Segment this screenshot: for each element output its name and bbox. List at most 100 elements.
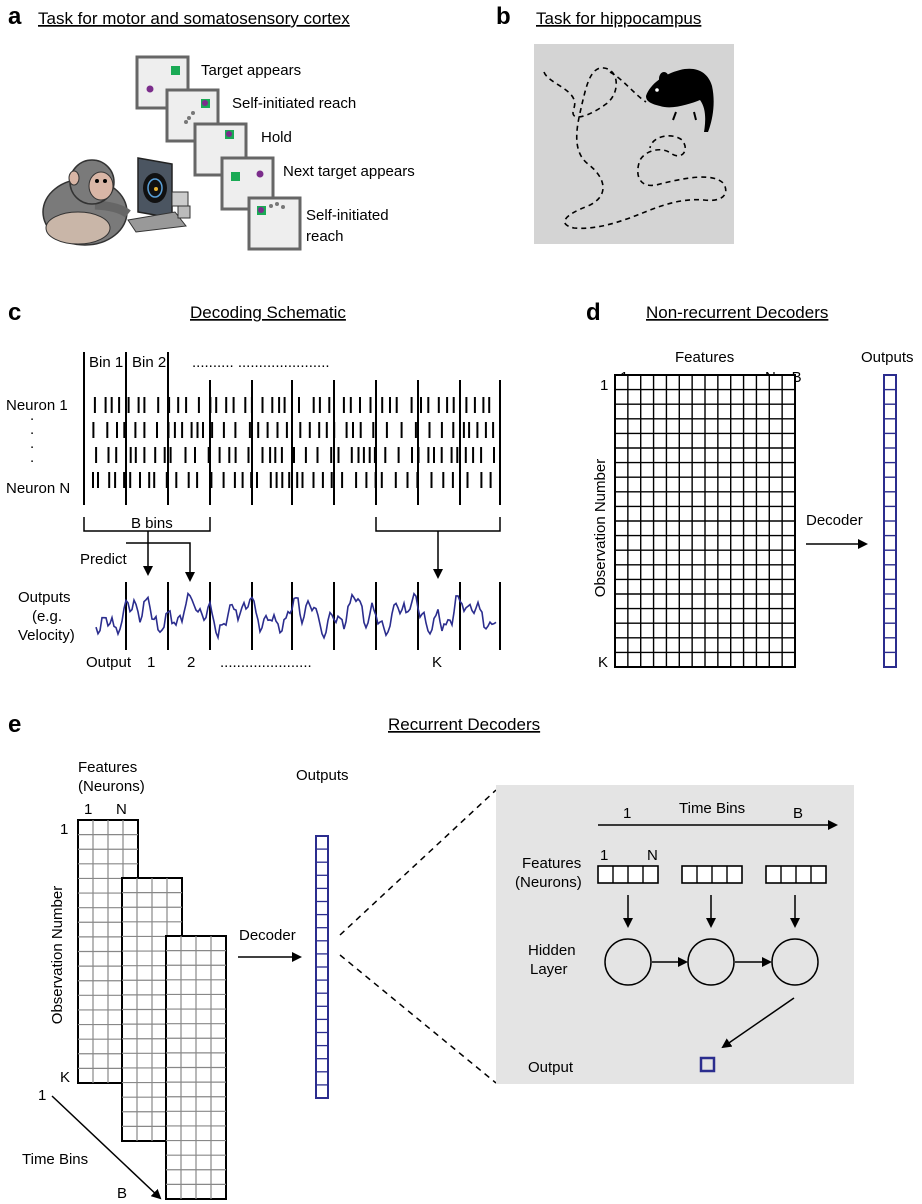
panel-b-title: Task for hippocampus [536, 9, 701, 28]
neuron-label: Neuron N [6, 480, 70, 497]
outputs-label: (e.g. [32, 608, 62, 625]
inset-background [496, 785, 854, 1084]
neuron-ellipsis: . [30, 449, 34, 466]
features-label: Features [675, 349, 734, 366]
feature-matrix [614, 374, 796, 668]
output-index: 2 [187, 654, 195, 671]
feature-rows [597, 865, 827, 884]
predict-label: Predict [80, 551, 128, 568]
neuron-ellipsis: . [30, 407, 34, 424]
rat-icon [646, 68, 714, 132]
decoder-label: Decoder [806, 512, 863, 529]
panel-e: e Recurrent Decoders Features (Neurons) … [8, 711, 854, 1202]
task-frame-2 [165, 88, 220, 143]
row-last-label: K [60, 1069, 70, 1086]
output-vector [315, 835, 329, 1099]
output-dots: ...................... [220, 654, 312, 671]
zoom-line [339, 954, 497, 1084]
observation-axis-label: Observation Number [49, 886, 66, 1024]
panel-c: c Decoding Schematic Bin 1 Bin 2 .......… [6, 299, 501, 671]
hidden-to-output-arrow [721, 997, 795, 1049]
output-vector [883, 374, 897, 668]
step-label: reach [306, 228, 344, 245]
row-last-label: K [598, 654, 608, 671]
bin-dots: .......... ...................... [192, 354, 330, 371]
predict-arrow [126, 542, 195, 582]
rat-trajectory [543, 67, 727, 230]
timebins-arrow [51, 1095, 162, 1200]
panel-a-title: Task for motor and somatosensory cortex [38, 9, 350, 28]
zoom-line [339, 789, 497, 936]
task-frame-5 [247, 196, 302, 251]
neuron-ellipsis: . [30, 435, 34, 452]
hidden-layer-label: Hidden [528, 942, 576, 959]
spike-raster [92, 397, 495, 488]
monkey-illustration [42, 159, 131, 246]
step-label: Self-initiated [306, 207, 389, 224]
timebins-first-label: 1 [38, 1087, 46, 1104]
hidden-unit [604, 938, 652, 986]
inset-features-label: (Neurons) [515, 874, 582, 891]
inset-features-label: Features [522, 855, 581, 872]
panel-d-letter: d [586, 299, 601, 326]
panel-b-letter: b [496, 3, 511, 30]
hidden-unit [771, 938, 819, 986]
inset-feat-last: N [647, 847, 658, 864]
panel-a-letter: a [8, 3, 22, 30]
step-label: Next target appears [283, 163, 415, 180]
panel-b: b Task for hippocampus [496, 3, 734, 244]
row-first-label: 1 [60, 821, 68, 838]
col-first-label: 1 [84, 801, 92, 818]
outputs-label: Velocity) [18, 627, 75, 644]
feature-to-hidden-arrows [623, 895, 800, 928]
output-axis-label: Output [86, 654, 132, 671]
output-dividers [125, 582, 501, 650]
neuron-label: Neuron 1 [6, 397, 68, 414]
velocity-trace [95, 591, 497, 641]
output-index: 1 [147, 654, 155, 671]
timebins-label: Time Bins [22, 1151, 88, 1168]
monitor-setup [127, 157, 191, 233]
inset-time-first: 1 [623, 805, 631, 822]
panel-d-title: Non-recurrent Decoders [646, 303, 828, 322]
hidden-unit [687, 938, 735, 986]
step-label: Hold [261, 129, 292, 146]
panel-e-letter: e [8, 711, 21, 738]
panel-d: d Non-recurrent Decoders Features Output… [586, 299, 914, 671]
outputs-label: Outputs [296, 767, 349, 784]
panel-c-title: Decoding Schematic [190, 303, 346, 322]
inset-time-last: B [793, 805, 803, 822]
bin-label: Bin 2 [132, 354, 166, 371]
decoder-label: Decoder [239, 927, 296, 944]
timebins-last-label: B [117, 1185, 127, 1202]
outputs-label: Outputs [18, 589, 71, 606]
bin-bracket [375, 517, 501, 532]
panel-a: a Task for motor and somatosensory corte… [8, 3, 415, 251]
col-last-label: N [116, 801, 127, 818]
bin-label: Bin 1 [89, 354, 123, 371]
inset-feat-first: 1 [600, 847, 608, 864]
hidden-layer-label: Layer [530, 961, 568, 978]
inset-time-label: Time Bins [679, 800, 745, 817]
rat-trajectory [609, 71, 647, 103]
bbins-label: B bins [131, 515, 173, 532]
panel-c-letter: c [8, 299, 21, 326]
neuron-ellipsis: . [30, 421, 34, 438]
step-label: Target appears [201, 62, 301, 79]
row-first-label: 1 [600, 377, 608, 394]
bin-bracket [83, 517, 211, 532]
rnn-inset: 1 Time Bins B Features (Neurons) 1 N Hid… [496, 785, 854, 1084]
outputs-label: Outputs [861, 349, 914, 366]
output-unit [699, 1056, 716, 1073]
feature-tensor [77, 819, 227, 1200]
panel-e-title: Recurrent Decoders [388, 715, 540, 734]
bin-dividers [83, 352, 501, 505]
step-label: Self-initiated reach [232, 95, 356, 112]
features-label: Features [78, 759, 137, 776]
output-index: K [432, 654, 442, 671]
inset-output-label: Output [528, 1059, 574, 1076]
observation-axis-label: Observation Number [592, 459, 609, 597]
features-label: (Neurons) [78, 778, 145, 795]
